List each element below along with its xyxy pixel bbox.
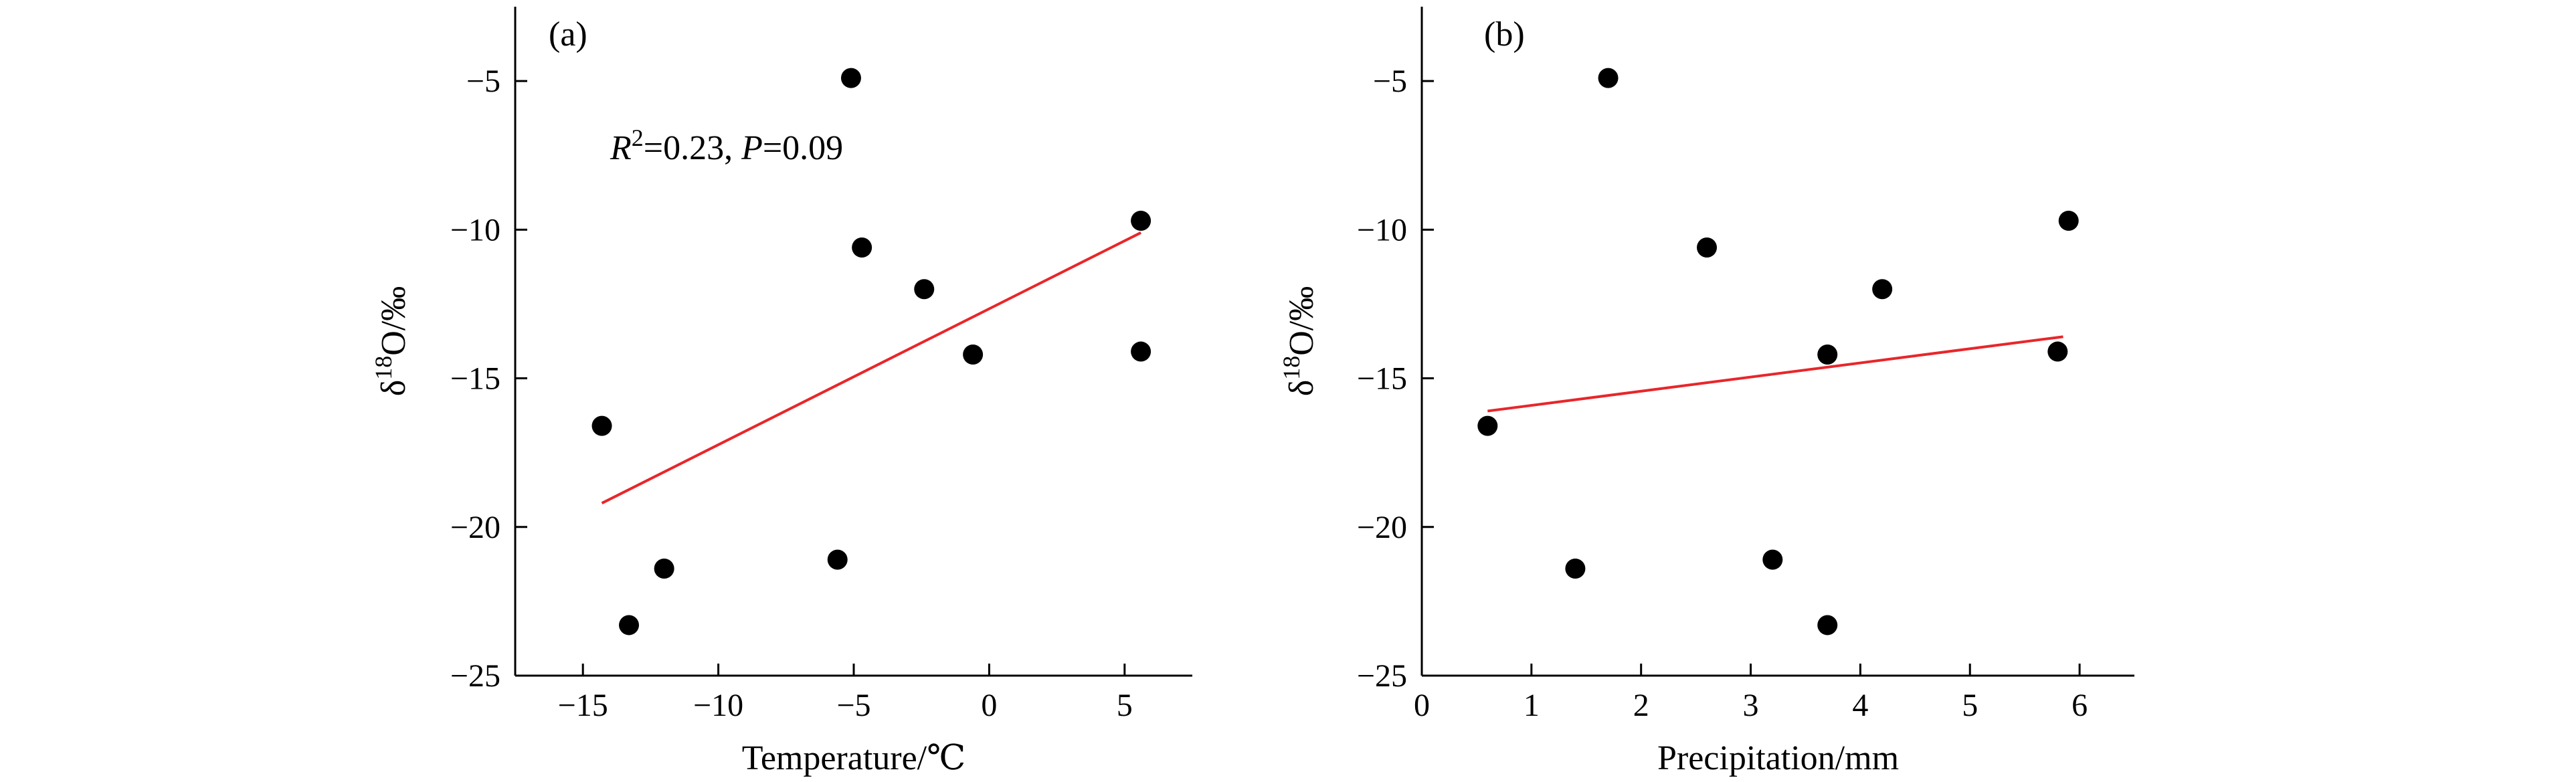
- y-tick-label-a: −25: [450, 658, 500, 694]
- annot-p: P: [741, 129, 763, 167]
- y-tick-label-b: −20: [1357, 510, 1407, 545]
- annot-r: R: [610, 129, 632, 167]
- chart-panel-b: −5 −10 −15 −20 −250 1 2 3 4 5 6 (b) Precipitation/mm…: [1278, 7, 2134, 777]
- annot-r-sup: 2: [632, 124, 644, 151]
- data-point-b: [2047, 341, 2068, 362]
- data-point-b: [1762, 549, 1783, 570]
- data-point-a: [1131, 211, 1152, 231]
- x-tick-label-b: 3: [1743, 688, 1759, 723]
- y-tick-label-a: −10: [450, 212, 500, 248]
- x-tick-label-a: 5: [1117, 688, 1133, 723]
- x-tick-label-b: 1: [1524, 688, 1540, 723]
- y-axis-title-b: δ18O/‰: [1278, 286, 1321, 397]
- x-tick-label-b: 6: [2072, 688, 2088, 723]
- x-tick-label-a: −10: [693, 688, 743, 723]
- x-tick-label-b: 5: [1962, 688, 1978, 723]
- data-point-a: [914, 279, 935, 300]
- stats-annotation-a: R2=0.23, P=0.09: [610, 124, 843, 167]
- y-axis-title-sup: 18: [1278, 356, 1305, 380]
- y-tick-label-b: −5: [1373, 64, 1407, 99]
- data-point-a: [963, 345, 984, 365]
- y-tick-label-a: −5: [466, 64, 500, 99]
- x-axis-title-a: Temperature/℃: [742, 739, 966, 777]
- annot-p-rest: =0.09: [763, 129, 843, 167]
- x-tick-label-b: 2: [1633, 688, 1649, 723]
- panel-label-a: (a): [549, 15, 587, 54]
- data-point-a: [1131, 341, 1152, 362]
- annot-r-rest: =0.23,: [644, 129, 741, 167]
- data-point-b: [1697, 237, 1717, 258]
- x-tick-label-a: 0: [981, 688, 997, 723]
- x-tick-label-b: 4: [1852, 688, 1868, 723]
- data-point-a: [654, 559, 674, 579]
- y-axis-title-base: δ: [1283, 380, 1321, 397]
- data-point-a: [852, 237, 872, 258]
- data-point-b: [2058, 211, 2079, 231]
- y-tick-label-a: −15: [450, 361, 500, 397]
- x-tick-label-a: −15: [558, 688, 608, 723]
- y-axis-title-sup: 18: [370, 356, 397, 380]
- fit-line-b: [1487, 335, 2063, 413]
- y-axis-title-a: δ18O/‰: [370, 286, 413, 397]
- y-axis-title-base: δ: [375, 380, 413, 397]
- fit-line-a: [601, 231, 1141, 505]
- data-point-a: [840, 68, 861, 88]
- data-point-a: [827, 549, 848, 570]
- x-tick-label-a: −5: [836, 688, 870, 723]
- x-tick-label-b: 0: [1414, 688, 1430, 723]
- data-point-b: [1598, 68, 1619, 88]
- y-tick-label-b: −15: [1357, 361, 1407, 397]
- data-point-b: [1817, 345, 1838, 365]
- data-point-b: [1872, 279, 1893, 300]
- data-point-a: [591, 415, 612, 436]
- data-point-b: [1817, 615, 1838, 636]
- y-axis-title-rest: O/‰: [375, 286, 413, 356]
- data-point-b: [1477, 415, 1498, 436]
- x-axis-title-b: Precipitation/mm: [1657, 739, 1899, 777]
- y-axis-title-rest: O/‰: [1283, 286, 1321, 356]
- y-tick-label-b: −10: [1357, 212, 1407, 248]
- chart-panel-a: −5 −10 −15 −20 −25 −15 −10 −5 0 5 (a) Temperature/℃…: [370, 7, 1192, 777]
- y-tick-label-b: −25: [1357, 658, 1407, 694]
- data-point-b: [1565, 559, 1586, 579]
- panel-label-b: (b): [1484, 15, 1525, 54]
- y-tick-label-a: −20: [450, 510, 500, 545]
- data-point-a: [619, 615, 640, 636]
